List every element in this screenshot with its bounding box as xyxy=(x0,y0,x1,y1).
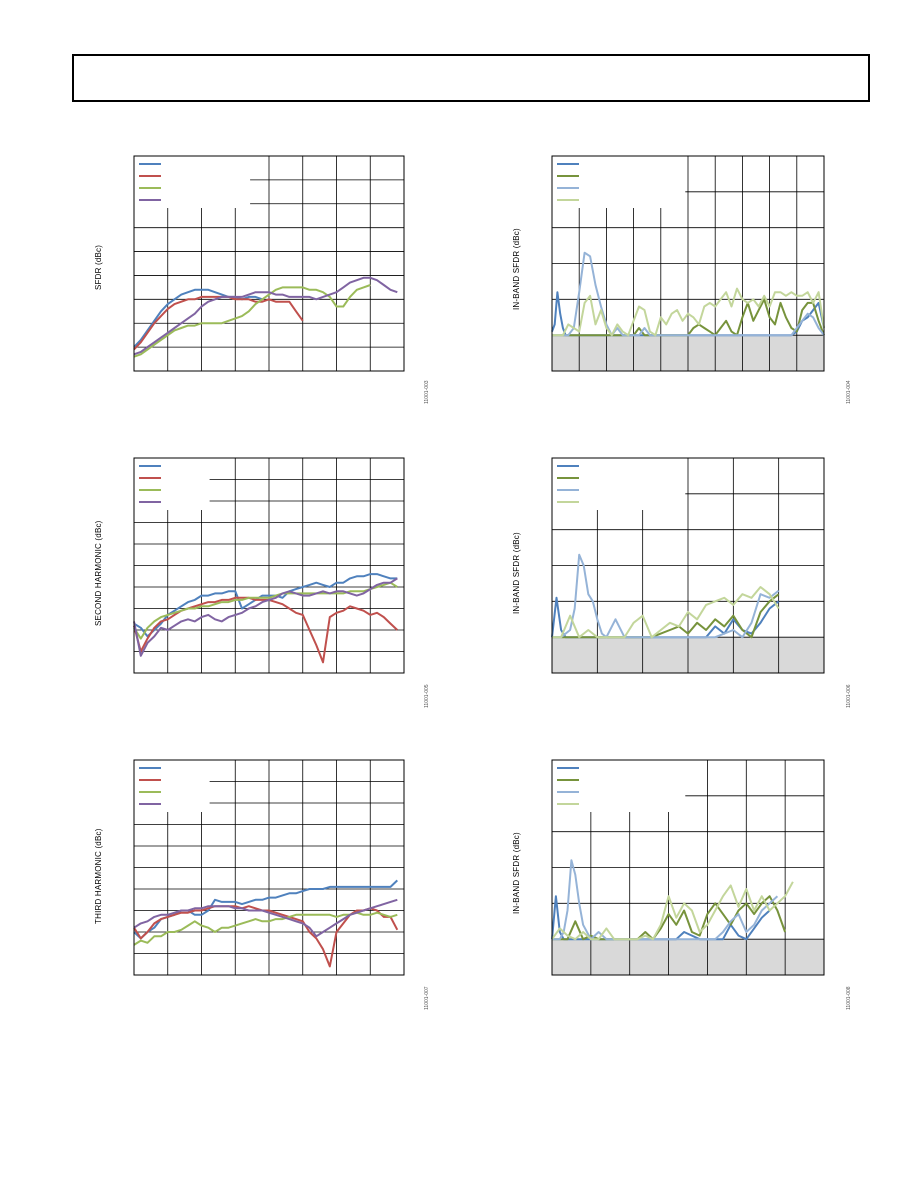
in-band-sfdr-plot-area-1 xyxy=(551,155,825,372)
series-line-3 xyxy=(133,284,371,358)
second-harmonic-figure-id: 11001-005 xyxy=(424,684,430,708)
series-line-3 xyxy=(133,911,398,946)
in-band-sfdr-chart-3: IN-BAND SFDR (dBc) 11001-008 xyxy=(508,754,858,1016)
series-line-2 xyxy=(133,596,398,664)
series-line-1 xyxy=(133,573,398,638)
second-harmonic-plot-area xyxy=(133,457,405,674)
series-line-2 xyxy=(552,298,825,337)
third-harmonic-chart: THIRD HARMONIC (dBc) 11001-007 xyxy=(90,754,430,1016)
third-harmonic-y-axis-label: THIRD HARMONIC (dBc) xyxy=(94,828,103,924)
sfdr-plot-area xyxy=(133,155,405,372)
grid xyxy=(134,760,404,975)
in-band-sfdr-figure-id-2: 11001-006 xyxy=(846,684,852,708)
plot-frame xyxy=(551,457,825,674)
in-band-sfdr-figure-id-1: 11001-004 xyxy=(846,380,852,404)
in-band-sfdr-chart-1: IN-BAND SFDR (dBc) 11001-004 xyxy=(508,150,858,410)
in-band-sfdr-y-axis-label-1: IN-BAND SFDR (dBc) xyxy=(512,228,521,310)
series-line-4 xyxy=(133,577,398,657)
series-line-4 xyxy=(552,287,825,337)
series-line-4 xyxy=(552,586,780,639)
page-header-box xyxy=(72,54,870,102)
series-line-4 xyxy=(133,898,398,938)
series-line-2 xyxy=(133,295,304,351)
plot-frame xyxy=(551,155,825,372)
plot-frame xyxy=(551,759,825,976)
in-band-sfdr-chart-2: IN-BAND SFDR (dBc) 11001-006 xyxy=(508,452,858,714)
series-line-3 xyxy=(133,581,398,640)
series-line-3 xyxy=(552,859,779,941)
sfdr-y-axis-label: SFDR (dBc) xyxy=(94,244,103,290)
third-harmonic-figure-id: 11001-007 xyxy=(424,986,430,1010)
shaded-band xyxy=(552,939,824,975)
series-line-4 xyxy=(551,881,794,941)
in-band-sfdr-plot-area-2 xyxy=(551,457,825,674)
grid xyxy=(134,156,404,371)
in-band-sfdr-y-axis-label-2: IN-BAND SFDR (dBc) xyxy=(512,532,521,614)
in-band-sfdr-y-axis-label-3: IN-BAND SFDR (dBc) xyxy=(512,832,521,914)
series-line-4 xyxy=(133,276,398,356)
series-line-2 xyxy=(133,905,399,968)
series-line-3 xyxy=(552,553,780,639)
in-band-sfdr-plot-area-3 xyxy=(551,759,825,976)
sfdr-figure-id: 11001-003 xyxy=(424,380,430,404)
plot-frame xyxy=(133,759,405,976)
third-harmonic-plot-area xyxy=(133,759,405,976)
series-line-2 xyxy=(552,895,787,941)
second-harmonic-y-axis-label: SECOND HARMONIC (dBc) xyxy=(94,520,103,626)
plot-frame xyxy=(133,457,405,674)
grid xyxy=(134,458,404,673)
in-band-sfdr-figure-id-3: 11001-008 xyxy=(846,986,852,1010)
sfdr-chart: SFDR (dBc) 11001-003 xyxy=(90,150,430,410)
grid xyxy=(552,156,824,371)
plot-frame xyxy=(133,155,405,372)
second-harmonic-chart: SECOND HARMONIC (dBc) 11001-005 xyxy=(90,452,430,714)
